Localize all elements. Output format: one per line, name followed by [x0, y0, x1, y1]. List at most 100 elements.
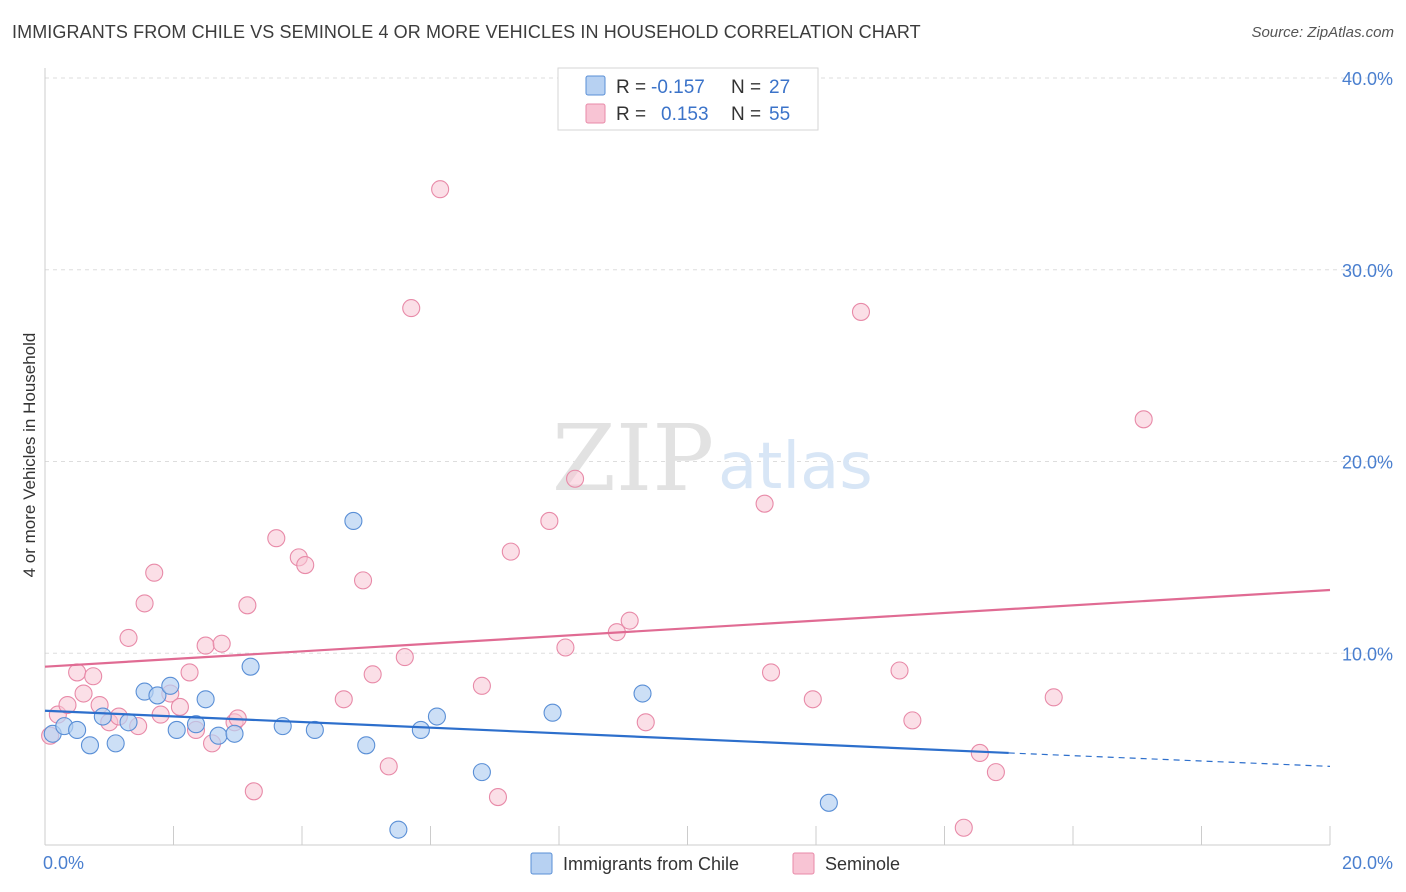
- seminole-point: [1044, 688, 1063, 707]
- bottom-legend-swatch-chile: [530, 852, 553, 875]
- legend-chile-n-label: N =: [731, 77, 761, 98]
- seminole-point: [761, 663, 781, 682]
- chile-point: [344, 511, 363, 530]
- seminole-point: [119, 628, 138, 647]
- seminole-point: [267, 529, 286, 548]
- seminole-point: [244, 782, 263, 801]
- seminole-point: [1134, 410, 1153, 429]
- seminole-point: [755, 494, 774, 513]
- source-label: Source: ZipAtlas.com: [1251, 24, 1394, 41]
- seminole-point: [74, 684, 93, 703]
- grid-lines: [45, 77, 1392, 654]
- chile-point: [106, 734, 125, 753]
- y-tick-labels: 10.0% 20.0% 30.0% 40.0%: [1342, 69, 1393, 664]
- legend-chile-r-value: -0.157: [651, 77, 705, 98]
- seminole-point: [135, 594, 154, 613]
- chile-point: [167, 720, 186, 740]
- chile-point: [241, 657, 260, 676]
- bottom-legend-seminole: Seminole: [825, 854, 900, 874]
- legend-swatch-chile: [585, 75, 606, 96]
- watermark-atlas: atlas: [718, 430, 873, 504]
- legend-seminole-n-value: 55: [769, 104, 790, 125]
- seminole-point: [402, 299, 421, 318]
- chile-points: [43, 511, 838, 839]
- seminole-point: [986, 763, 1005, 782]
- axes: [44, 68, 1331, 846]
- seminole-point: [180, 663, 199, 682]
- y-tick-label: 40.0%: [1342, 69, 1393, 89]
- bottom-legend-swatch-seminole: [792, 852, 815, 875]
- seminole-point: [196, 636, 215, 655]
- correlation-legend: R = -0.157 N = 27 R = 0.153 N = 55: [557, 67, 819, 131]
- y-tick-label: 30.0%: [1342, 261, 1393, 281]
- x-tick-label: 20.0%: [1342, 853, 1393, 873]
- chile-point: [196, 690, 215, 709]
- seminole-point: [145, 563, 164, 582]
- chile-point: [148, 686, 167, 705]
- seminole-point: [803, 690, 822, 709]
- chile-point: [427, 707, 446, 726]
- chile-point: [119, 713, 138, 732]
- seminole-point: [556, 638, 575, 657]
- seminole-point: [353, 571, 373, 590]
- chile-point: [819, 793, 838, 812]
- series-legend: Immigrants from Chile Seminole: [530, 852, 900, 875]
- chile-point: [225, 724, 244, 743]
- chile-point: [209, 726, 228, 745]
- chile-point: [389, 820, 408, 839]
- seminole-point: [851, 302, 871, 321]
- seminole-point: [890, 661, 909, 680]
- chile-point: [411, 720, 430, 740]
- chile-point: [357, 736, 376, 755]
- seminole-point: [954, 818, 973, 837]
- trend-lines: [44, 588, 1331, 767]
- watermark: ZIP atlas: [552, 405, 873, 512]
- chile-point: [472, 763, 491, 782]
- chile-point: [80, 736, 100, 755]
- seminole-point: [395, 648, 414, 667]
- seminole-point: [238, 596, 257, 615]
- chile-trend-extension: [1008, 752, 1331, 767]
- seminole-point: [903, 711, 922, 730]
- chile-point: [93, 707, 112, 726]
- legend-swatch-seminole: [585, 103, 606, 124]
- seminole-point: [620, 611, 639, 630]
- legend-chile-n-value: 27: [769, 77, 790, 98]
- seminole-point: [472, 676, 491, 695]
- x-tick-label: 0.0%: [43, 853, 84, 873]
- chile-point: [543, 703, 562, 722]
- y-tick-label: 20.0%: [1342, 453, 1393, 473]
- chile-point: [633, 684, 652, 703]
- seminole-point: [170, 697, 189, 716]
- seminole-trend-line: [44, 588, 1331, 668]
- seminole-point: [363, 665, 382, 684]
- x-tick-labels: 0.0% 20.0%: [43, 853, 1393, 873]
- seminole-point: [379, 757, 398, 776]
- seminole-point: [84, 667, 103, 686]
- chile-point: [186, 715, 206, 734]
- seminole-point: [540, 511, 559, 530]
- seminole-point: [636, 713, 655, 732]
- seminole-point: [501, 542, 520, 561]
- bottom-legend-chile: Immigrants from Chile: [563, 854, 739, 874]
- chile-point: [68, 720, 87, 740]
- legend-seminole-n-label: N =: [731, 104, 761, 125]
- seminole-point: [566, 469, 585, 488]
- watermark-zip: ZIP: [552, 405, 714, 512]
- chile-trend-line: [44, 709, 1009, 755]
- seminole-point: [296, 555, 315, 575]
- legend-chile-r-label: R =: [616, 77, 646, 98]
- seminole-point: [212, 634, 231, 653]
- chart-title: IMMIGRANTS FROM CHILE VS SEMINOLE 4 OR M…: [12, 22, 921, 42]
- chile-point: [161, 676, 180, 695]
- legend-seminole-r-label: R =: [616, 104, 646, 125]
- legend-seminole-r-value: 0.153: [661, 104, 709, 125]
- seminole-point: [334, 690, 353, 709]
- chile-point: [305, 720, 324, 740]
- seminole-point: [488, 788, 508, 807]
- seminole-point: [68, 663, 87, 682]
- seminole-point: [58, 695, 77, 715]
- y-tick-label: 10.0%: [1342, 644, 1393, 664]
- seminole-point: [431, 180, 450, 199]
